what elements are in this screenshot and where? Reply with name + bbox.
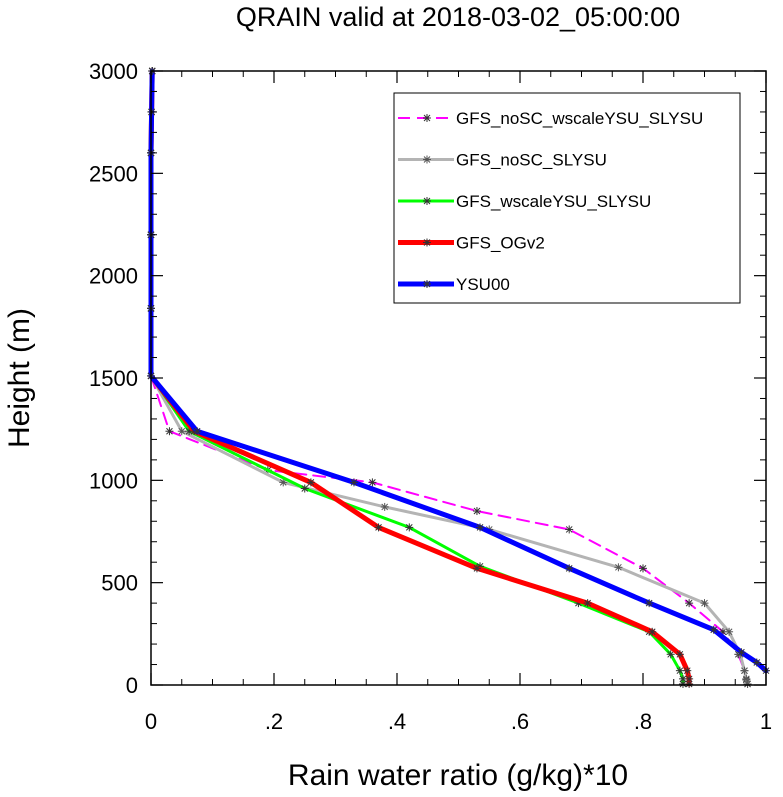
data-point-GFS_noSC_SLYSU-6 bbox=[614, 563, 623, 572]
data-point-GFS_OGv2-1 bbox=[685, 674, 694, 683]
legend-label: YSU00 bbox=[456, 275, 510, 294]
y-tick-label: 2000 bbox=[89, 264, 138, 289]
legend-box bbox=[393, 92, 741, 304]
legend-marker bbox=[423, 114, 431, 122]
data-point-GFS_noSC_wscaleYSU_SLYSU-5 bbox=[685, 599, 694, 608]
data-point-YSU00-8 bbox=[193, 427, 202, 436]
data-point-GFS_OGv2-2 bbox=[683, 666, 692, 675]
x-axis-label: Rain water ratio (g/kg)*10 bbox=[288, 759, 628, 792]
data-point-YSU00-7 bbox=[349, 478, 358, 487]
data-point-GFS_noSC_wscaleYSU_SLYSU-8 bbox=[472, 507, 481, 516]
y-tick-label: 1000 bbox=[89, 468, 138, 493]
data-point-YSU00-2 bbox=[737, 648, 746, 657]
data-point-GFS_OGv2-5 bbox=[583, 599, 592, 608]
x-tick-label: .4 bbox=[388, 709, 406, 734]
data-point-GFS_noSC_wscaleYSU_SLYSU-9 bbox=[368, 478, 377, 487]
x-tick-label: 1 bbox=[760, 709, 772, 734]
data-point-YSU00-3 bbox=[709, 625, 718, 634]
ticks-layer: 0 .2 .4 .6 .8 1 0 500 1000 1500 2000 2500 3000 bbox=[89, 59, 772, 734]
data-point-GFS_noSC_SLYSU-5 bbox=[700, 599, 709, 608]
data-point-GFS_wscaleYSU_SLYSU-8 bbox=[300, 484, 309, 493]
legend-marker bbox=[423, 280, 431, 288]
legend-item-YSU00: YSU00 bbox=[398, 275, 510, 294]
legend-item-GFS_OGv2: GFS_OGv2 bbox=[398, 234, 545, 253]
y-tick-label: 500 bbox=[101, 571, 138, 596]
y-tick-label: 3000 bbox=[89, 59, 138, 84]
legend-item-GFS_wscaleYSU_SLYSU: GFS_wscaleYSU_SLYSU bbox=[398, 192, 651, 211]
legend-item-GFS_noSC_SLYSU: GFS_noSC_SLYSU bbox=[398, 151, 607, 170]
y-tick-label: 1500 bbox=[89, 366, 138, 391]
data-point-GFS_OGv2-8 bbox=[306, 478, 315, 487]
data-point-YSU00-5 bbox=[565, 564, 574, 573]
data-point-GFS_OGv2-3 bbox=[675, 650, 684, 659]
data-point-GFS_wscaleYSU_SLYSU-1 bbox=[678, 674, 687, 683]
x-tick-label: .6 bbox=[511, 709, 529, 734]
legend-label: GFS_OGv2 bbox=[456, 234, 545, 253]
data-point-GFS_OGv2-7 bbox=[374, 523, 383, 532]
series-line-GFS_noSC_wscaleYSU_SLYSU bbox=[150, 70, 749, 685]
y-tick-label: 2500 bbox=[89, 161, 138, 186]
data-point-GFS_wscaleYSU_SLYSU-7 bbox=[405, 523, 414, 532]
x-tick-label: 0 bbox=[145, 709, 157, 734]
data-point-GFS_wscaleYSU_SLYSU-3 bbox=[666, 650, 675, 659]
data-point-GFS_noSC_SLYSU-4 bbox=[725, 627, 734, 636]
legend-label: GFS_noSC_SLYSU bbox=[456, 151, 607, 170]
data-point-GFS_noSC_SLYSU-8 bbox=[380, 502, 389, 511]
data-point-YSU00-1 bbox=[752, 658, 761, 667]
legend-marker bbox=[423, 238, 431, 247]
data-point-GFS_OGv2-4 bbox=[648, 627, 657, 636]
x-tick-label: .8 bbox=[634, 709, 652, 734]
x-tick-label: .2 bbox=[265, 709, 283, 734]
data-point-GFS_wscaleYSU_SLYSU-2 bbox=[675, 666, 684, 675]
legend-marker bbox=[423, 197, 431, 205]
y-axis-label: Height (m) bbox=[3, 308, 36, 448]
legend-label: GFS_wscaleYSU_SLYSU bbox=[456, 192, 651, 211]
data-point-GFS_noSC_SLYSU-0 bbox=[743, 679, 752, 688]
data-point-GFS_noSC_wscaleYSU_SLYSU-6 bbox=[639, 564, 647, 573]
data-point-YSU00-4 bbox=[645, 599, 654, 608]
data-point-GFS_noSC_SLYSU-2 bbox=[740, 666, 749, 675]
legend-item-GFS_noSC_wscaleYSU_SLYSU: GFS_noSC_wscaleYSU_SLYSU bbox=[398, 109, 703, 128]
legend-marker bbox=[423, 155, 431, 164]
data-point-YSU00-6 bbox=[476, 523, 485, 532]
data-point-GFS_noSC_wscaleYSU_SLYSU-11 bbox=[165, 427, 174, 436]
legend-label: GFS_noSC_wscaleYSU_SLYSU bbox=[456, 109, 703, 128]
legend: GFS_noSC_wscaleYSU_SLYSU GFS_noSC_SLYSU GF… bbox=[393, 92, 741, 304]
chart-title: QRAIN valid at 2018-03-02_05:00:00 bbox=[236, 2, 680, 32]
data-point-GFS_noSC_SLYSU-10 bbox=[177, 427, 186, 436]
data-point-GFS_noSC_SLYSU-1 bbox=[742, 674, 751, 683]
data-point-GFS_OGv2-6 bbox=[472, 564, 481, 573]
y-tick-label: 0 bbox=[126, 673, 138, 698]
data-point-GFS_noSC_wscaleYSU_SLYSU-7 bbox=[565, 525, 574, 534]
